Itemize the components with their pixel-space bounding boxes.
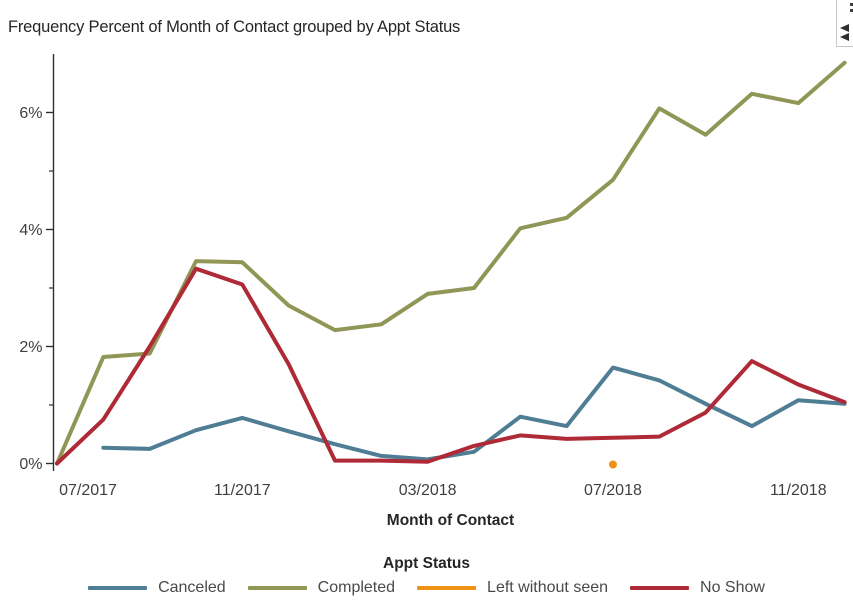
axis-tick-label: 2%: [19, 339, 42, 356]
legend-item-no-show[interactable]: No Show: [630, 579, 765, 597]
axis-tick-label: 4%: [19, 222, 42, 239]
series-point-left-without-seen[interactable]: [608, 460, 617, 469]
line-chart-plot[interactable]: 0% 2% 4% 6% 07/2017 11/2017 03/2018 07/2018 11/2…: [0, 0, 853, 505]
axis-tick-label: 11/2018: [770, 482, 827, 499]
axis-tick-label: 07/2018: [584, 482, 642, 499]
axis-tick-label: 0%: [19, 456, 42, 473]
overflow-menu-icon: [850, 3, 853, 15]
chart-title: Frequency Percent of Month of Contact gr…: [8, 18, 461, 36]
legend-items: Canceled Completed Left without seen No Sho…: [0, 579, 853, 597]
legend-item-canceled[interactable]: Canceled: [88, 579, 226, 597]
series-line-canceled[interactable]: [101, 365, 847, 462]
expand-button[interactable]: [836, 0, 853, 47]
legend-swatch-canceled: [88, 586, 148, 590]
legend-item-left-without-seen[interactable]: Left without seen: [417, 579, 608, 597]
legend-label: Left without seen: [487, 579, 609, 596]
axis-tick-label: 03/2018: [399, 482, 457, 499]
axis-tick-label: 6%: [19, 105, 42, 122]
legend-title: Appt Status: [383, 555, 470, 572]
legend: Appt Status Canceled Completed Left withou…: [0, 555, 853, 597]
expand-arrows-icon: [840, 24, 849, 41]
axis-tick-label: 11/2017: [214, 482, 271, 499]
legend-item-completed[interactable]: Completed: [247, 579, 396, 597]
series-line-completed[interactable]: [55, 60, 847, 466]
legend-swatch-left-without-seen: [417, 586, 477, 590]
legend-swatch-no-show: [630, 586, 690, 590]
axis-tick-label: 07/2017: [59, 482, 117, 499]
legend-label: Canceled: [158, 579, 226, 596]
x-axis-title: Month of Contact: [386, 512, 515, 529]
legend-swatch-completed: [247, 586, 307, 590]
legend-label: No Show: [700, 579, 765, 596]
series-line-no-show[interactable]: [55, 266, 847, 466]
legend-label: Completed: [317, 579, 396, 596]
